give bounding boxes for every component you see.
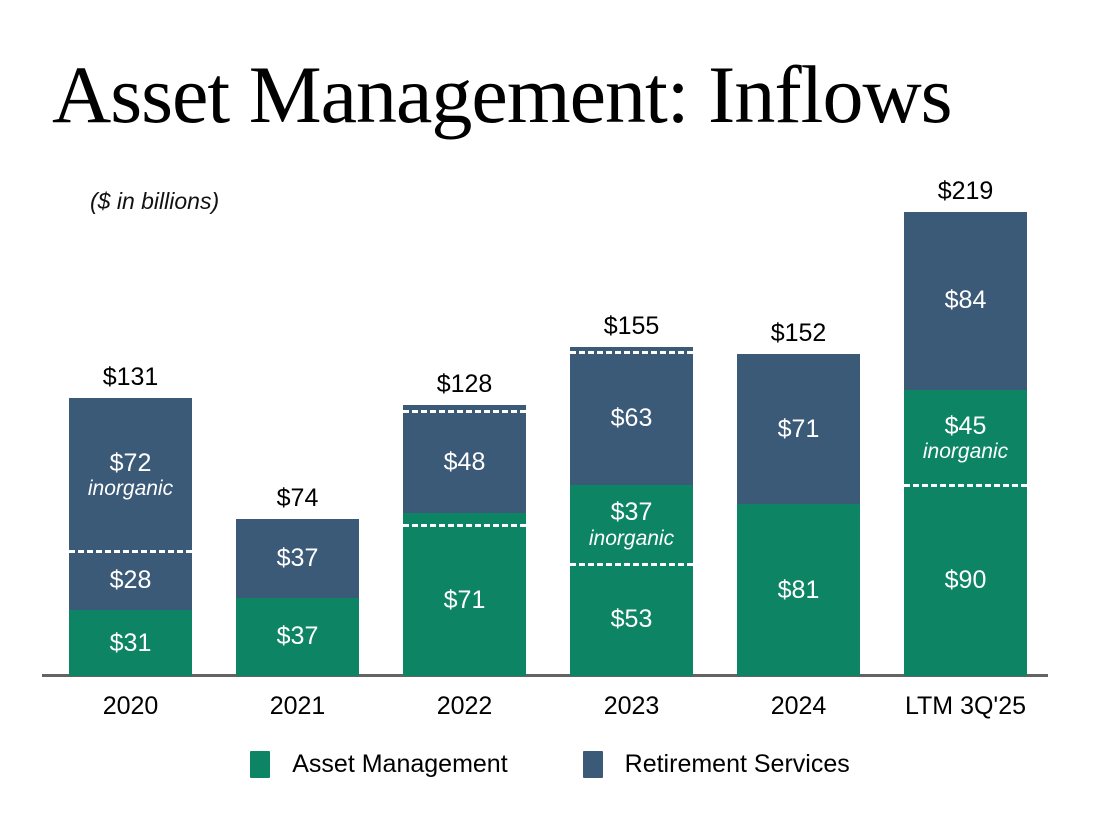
bar-segment-retirement-services: $28 xyxy=(69,550,192,611)
legend-item-retirement-services: Retirement Services xyxy=(582,750,850,779)
bar-2021: $37 $37 xyxy=(236,519,359,676)
bar-segment-asset-management: $81 xyxy=(737,504,860,676)
segment-value-label: $84 xyxy=(944,286,987,315)
bar-segment-retirement-services: $84 xyxy=(904,211,1027,390)
inorganic-label: inorganic xyxy=(588,527,675,551)
x-axis-label: LTM 3Q'25 xyxy=(904,692,1027,720)
bar-total-label: $131 xyxy=(102,363,159,392)
segment-value-label: $72 xyxy=(109,448,152,477)
x-axis-line xyxy=(42,674,1048,677)
legend-item-asset-management: Asset Management xyxy=(250,750,508,779)
bar-total-label: $152 xyxy=(770,318,827,347)
chart-legend: Asset Management Retirement Services xyxy=(0,750,1100,779)
bar-total-label: $219 xyxy=(937,176,994,205)
bar-total-label: $155 xyxy=(603,312,660,341)
bar-segment-asset-management: $45 inorganic xyxy=(904,389,1027,488)
segment-value-label: $37 xyxy=(610,498,653,527)
segment-value-label: $48 xyxy=(443,447,486,476)
bar-2020: $72 inorganic $28 $31 xyxy=(69,398,192,676)
segment-value-label: $71 xyxy=(777,414,820,443)
bar-segment-asset-management xyxy=(403,512,526,528)
bar-segment-retirement-services: $72 inorganic xyxy=(69,398,192,553)
bar-segment-retirement-services xyxy=(403,404,526,413)
bar-segment-retirement-services: $48 xyxy=(403,411,526,513)
x-axis-label: 2023 xyxy=(603,692,660,720)
bar-segment-retirement-services xyxy=(570,347,693,354)
bar-segment-asset-management: $53 xyxy=(570,563,693,676)
segment-value-label: $28 xyxy=(109,566,152,595)
inorganic-label: inorganic xyxy=(922,440,1009,464)
bar-2022: $48 $71 xyxy=(403,404,526,676)
legend-label: Retirement Services xyxy=(624,750,850,778)
bar-segment-retirement-services: $63 xyxy=(570,351,693,486)
legend-swatch-asset-management xyxy=(250,751,271,778)
inorganic-label: inorganic xyxy=(87,477,174,501)
x-axis-label: 2022 xyxy=(436,692,493,720)
dashed-divider xyxy=(403,410,526,413)
bar-segment-asset-management: $90 xyxy=(904,485,1027,676)
segment-value-label: $81 xyxy=(777,575,820,604)
bar-total-label: $128 xyxy=(436,369,493,398)
dashed-divider xyxy=(403,524,526,528)
segment-value-label: $53 xyxy=(610,605,653,634)
dashed-divider xyxy=(570,562,693,566)
x-axis-label: 2020 xyxy=(102,692,159,720)
bar-segment-retirement-services: $71 xyxy=(737,353,860,505)
segment-value-label: $63 xyxy=(610,404,653,433)
bar-segment-asset-management: $37 inorganic xyxy=(570,485,693,566)
x-axis-label: 2024 xyxy=(770,692,827,720)
page-title: Asset Management: Inflows xyxy=(52,49,953,140)
segment-value-label: $37 xyxy=(276,622,319,651)
x-axis-label: 2021 xyxy=(269,692,326,720)
segment-value-label: $71 xyxy=(443,586,486,615)
legend-label: Asset Management xyxy=(292,750,508,778)
dashed-divider xyxy=(904,484,1027,488)
bar-ltm-3q-25: $84 $45 inorganic $90 xyxy=(904,211,1027,676)
bar-segment-asset-management: $31 xyxy=(69,610,192,676)
bar-total-label: $74 xyxy=(276,484,319,513)
bar-segment-retirement-services: $37 xyxy=(236,519,359,598)
legend-swatch-retirement-services xyxy=(582,751,603,778)
bar-2023: $63 $37 inorganic $53 xyxy=(570,347,693,676)
bar-segment-asset-management: $71 xyxy=(403,525,526,676)
bar-segment-asset-management: $37 xyxy=(236,597,359,676)
chart-subtitle: ($ in billions) xyxy=(90,188,220,214)
segment-value-label: $45 xyxy=(944,411,987,440)
bar-2024: $71 $81 xyxy=(737,353,860,676)
segment-value-label: $90 xyxy=(944,566,987,595)
segment-value-label: $37 xyxy=(276,543,319,572)
segment-value-label: $31 xyxy=(109,628,152,657)
dashed-divider xyxy=(69,549,192,553)
dashed-divider xyxy=(570,350,693,354)
